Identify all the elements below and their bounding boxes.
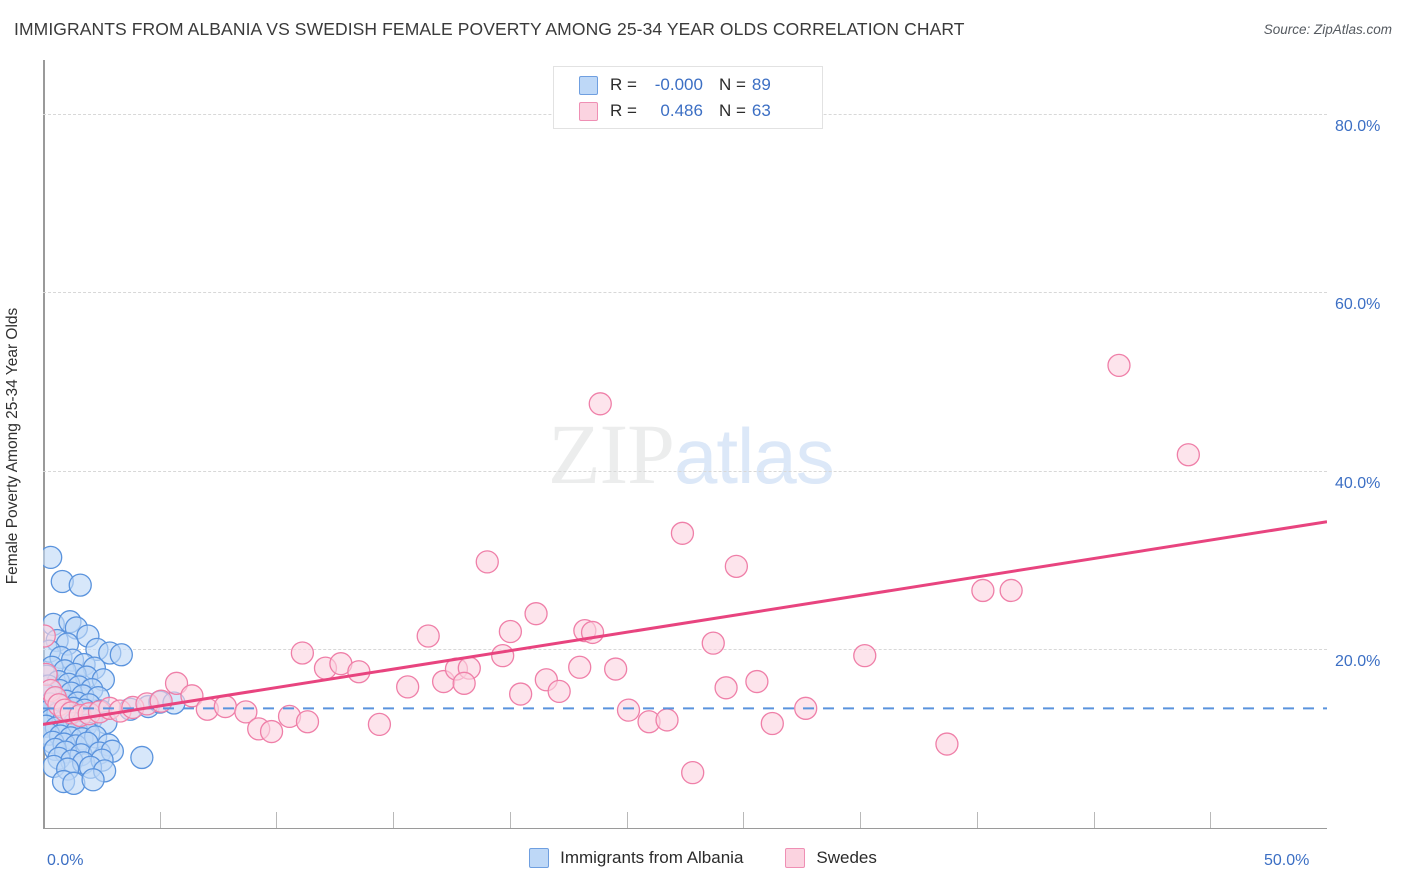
scatter-point: [81, 768, 105, 792]
scatter-point: [568, 655, 592, 679]
y-axis-label-600: 60.0%: [1335, 296, 1381, 314]
scatter-point: [164, 671, 189, 695]
legend-swatch-albania: [529, 848, 550, 868]
scatter-point: [745, 669, 769, 694]
scatter-point: [971, 578, 995, 603]
x-axis-label-min: 0.0%: [47, 852, 84, 869]
scatter-point: [234, 700, 258, 724]
scatter-point: [396, 675, 420, 699]
scatter-point: [547, 679, 571, 704]
stats-r-value-albania: -0.000: [654, 75, 703, 94]
scatter-point: [853, 644, 877, 668]
scatter-point: [604, 657, 628, 681]
y-axis-line: [43, 60, 45, 828]
scatter-point: [213, 694, 237, 719]
scatter-point: [416, 624, 440, 648]
scatter-point: [259, 719, 284, 744]
stats-r-value-swedes: 0.486: [660, 101, 703, 120]
x-axis-tick: [860, 812, 862, 828]
x-axis-tick: [626, 812, 628, 828]
legend-swatch-swedes: [785, 848, 806, 868]
stats-row-swedes: R = 0.486 N = 63: [554, 97, 824, 125]
x-axis-tick: [276, 812, 278, 828]
x-axis-tick: [1093, 812, 1095, 828]
chart-header: IMMIGRANTS FROM ALBANIA VS SWEDISH FEMAL…: [0, 0, 1406, 52]
scatter-point: [524, 602, 548, 626]
scatter-point: [670, 521, 695, 545]
scatter-point: [109, 643, 133, 667]
stats-swatch-swedes: [579, 101, 598, 121]
x-axis-tick: [976, 812, 978, 828]
correlation-stats-box: R = -0.000 N = 89 R = 0.486 N = 63: [553, 66, 823, 129]
scatter-point: [491, 644, 515, 668]
stats-swatch-albania: [579, 75, 598, 95]
x-axis-tick: [159, 812, 161, 828]
stats-n-label-albania: N =: [718, 75, 746, 94]
scatter-point: [498, 619, 523, 644]
x-axis-tick: [509, 812, 511, 828]
legend-item-swedes[interactable]: Swedes: [785, 848, 877, 868]
scatter-point: [701, 631, 725, 655]
stats-r-label-swedes: R =: [610, 101, 637, 120]
stats-n-label-swedes: N =: [718, 101, 746, 120]
legend-label-swedes: Swedes: [816, 848, 877, 867]
scatter-point: [999, 578, 1023, 603]
stats-n-value-swedes: 63: [751, 101, 771, 120]
series-swedes: [43, 353, 1200, 785]
y-axis-label-800: 80.0%: [1335, 117, 1381, 135]
scatter-point: [68, 573, 92, 597]
scatter-plot-canvas: [43, 353, 1327, 795]
trendline-swedes: [43, 520, 1327, 726]
scatter-point: [452, 671, 476, 695]
page-title: IMMIGRANTS FROM ALBANIA VS SWEDISH FEMAL…: [14, 19, 965, 39]
scatter-point: [130, 745, 154, 770]
stats-row-albania: R = -0.000 N = 89: [554, 71, 824, 99]
scatter-point: [935, 732, 959, 756]
y-axis-label-200: 20.0%: [1335, 653, 1381, 671]
scatter-point: [724, 554, 749, 578]
scatter-point: [1176, 443, 1200, 467]
series-immigrants-from-albania: [43, 545, 186, 795]
scatter-point: [475, 550, 499, 574]
x-axis-tick: [743, 812, 745, 828]
y-axis-title: Female Poverty Among 25-34 Year Olds: [4, 307, 21, 585]
x-axis-tick: [393, 812, 395, 828]
scatter-point: [1107, 353, 1131, 378]
legend-item-albania[interactable]: Immigrants from Albania: [529, 848, 743, 868]
source-label: Source: ZipAtlas.com: [1263, 22, 1392, 37]
stats-n-value-albania: 89: [751, 75, 771, 94]
scatter-point: [655, 708, 679, 732]
scatter-point: [43, 545, 63, 570]
gridline-y-200: [43, 649, 1327, 651]
x-axis-line: [43, 828, 1327, 830]
scatter-point: [681, 760, 705, 785]
scatter-point: [616, 698, 641, 722]
x-axis-label-max: 50.0%: [1264, 852, 1310, 869]
scatter-point: [62, 771, 86, 795]
scatter-point: [760, 711, 784, 736]
gridline-y-600: [43, 292, 1327, 294]
scatter-point: [588, 392, 612, 416]
scatter-point: [290, 641, 315, 665]
scatter-point: [714, 676, 738, 700]
scatter-point: [347, 660, 371, 684]
scatter-point: [295, 710, 320, 734]
legend-label-albania: Immigrants from Albania: [560, 848, 744, 867]
x-axis-tick: [1210, 812, 1212, 828]
gridline-y-400: [43, 470, 1327, 472]
series-legend: Immigrants from Albania Swedes: [0, 848, 1406, 868]
scatter-point: [508, 682, 533, 706]
y-axis-label-400: 40.0%: [1335, 474, 1381, 492]
scatter-point: [43, 624, 56, 648]
scatter-point: [367, 712, 392, 737]
stats-r-label-albania: R =: [610, 75, 637, 94]
